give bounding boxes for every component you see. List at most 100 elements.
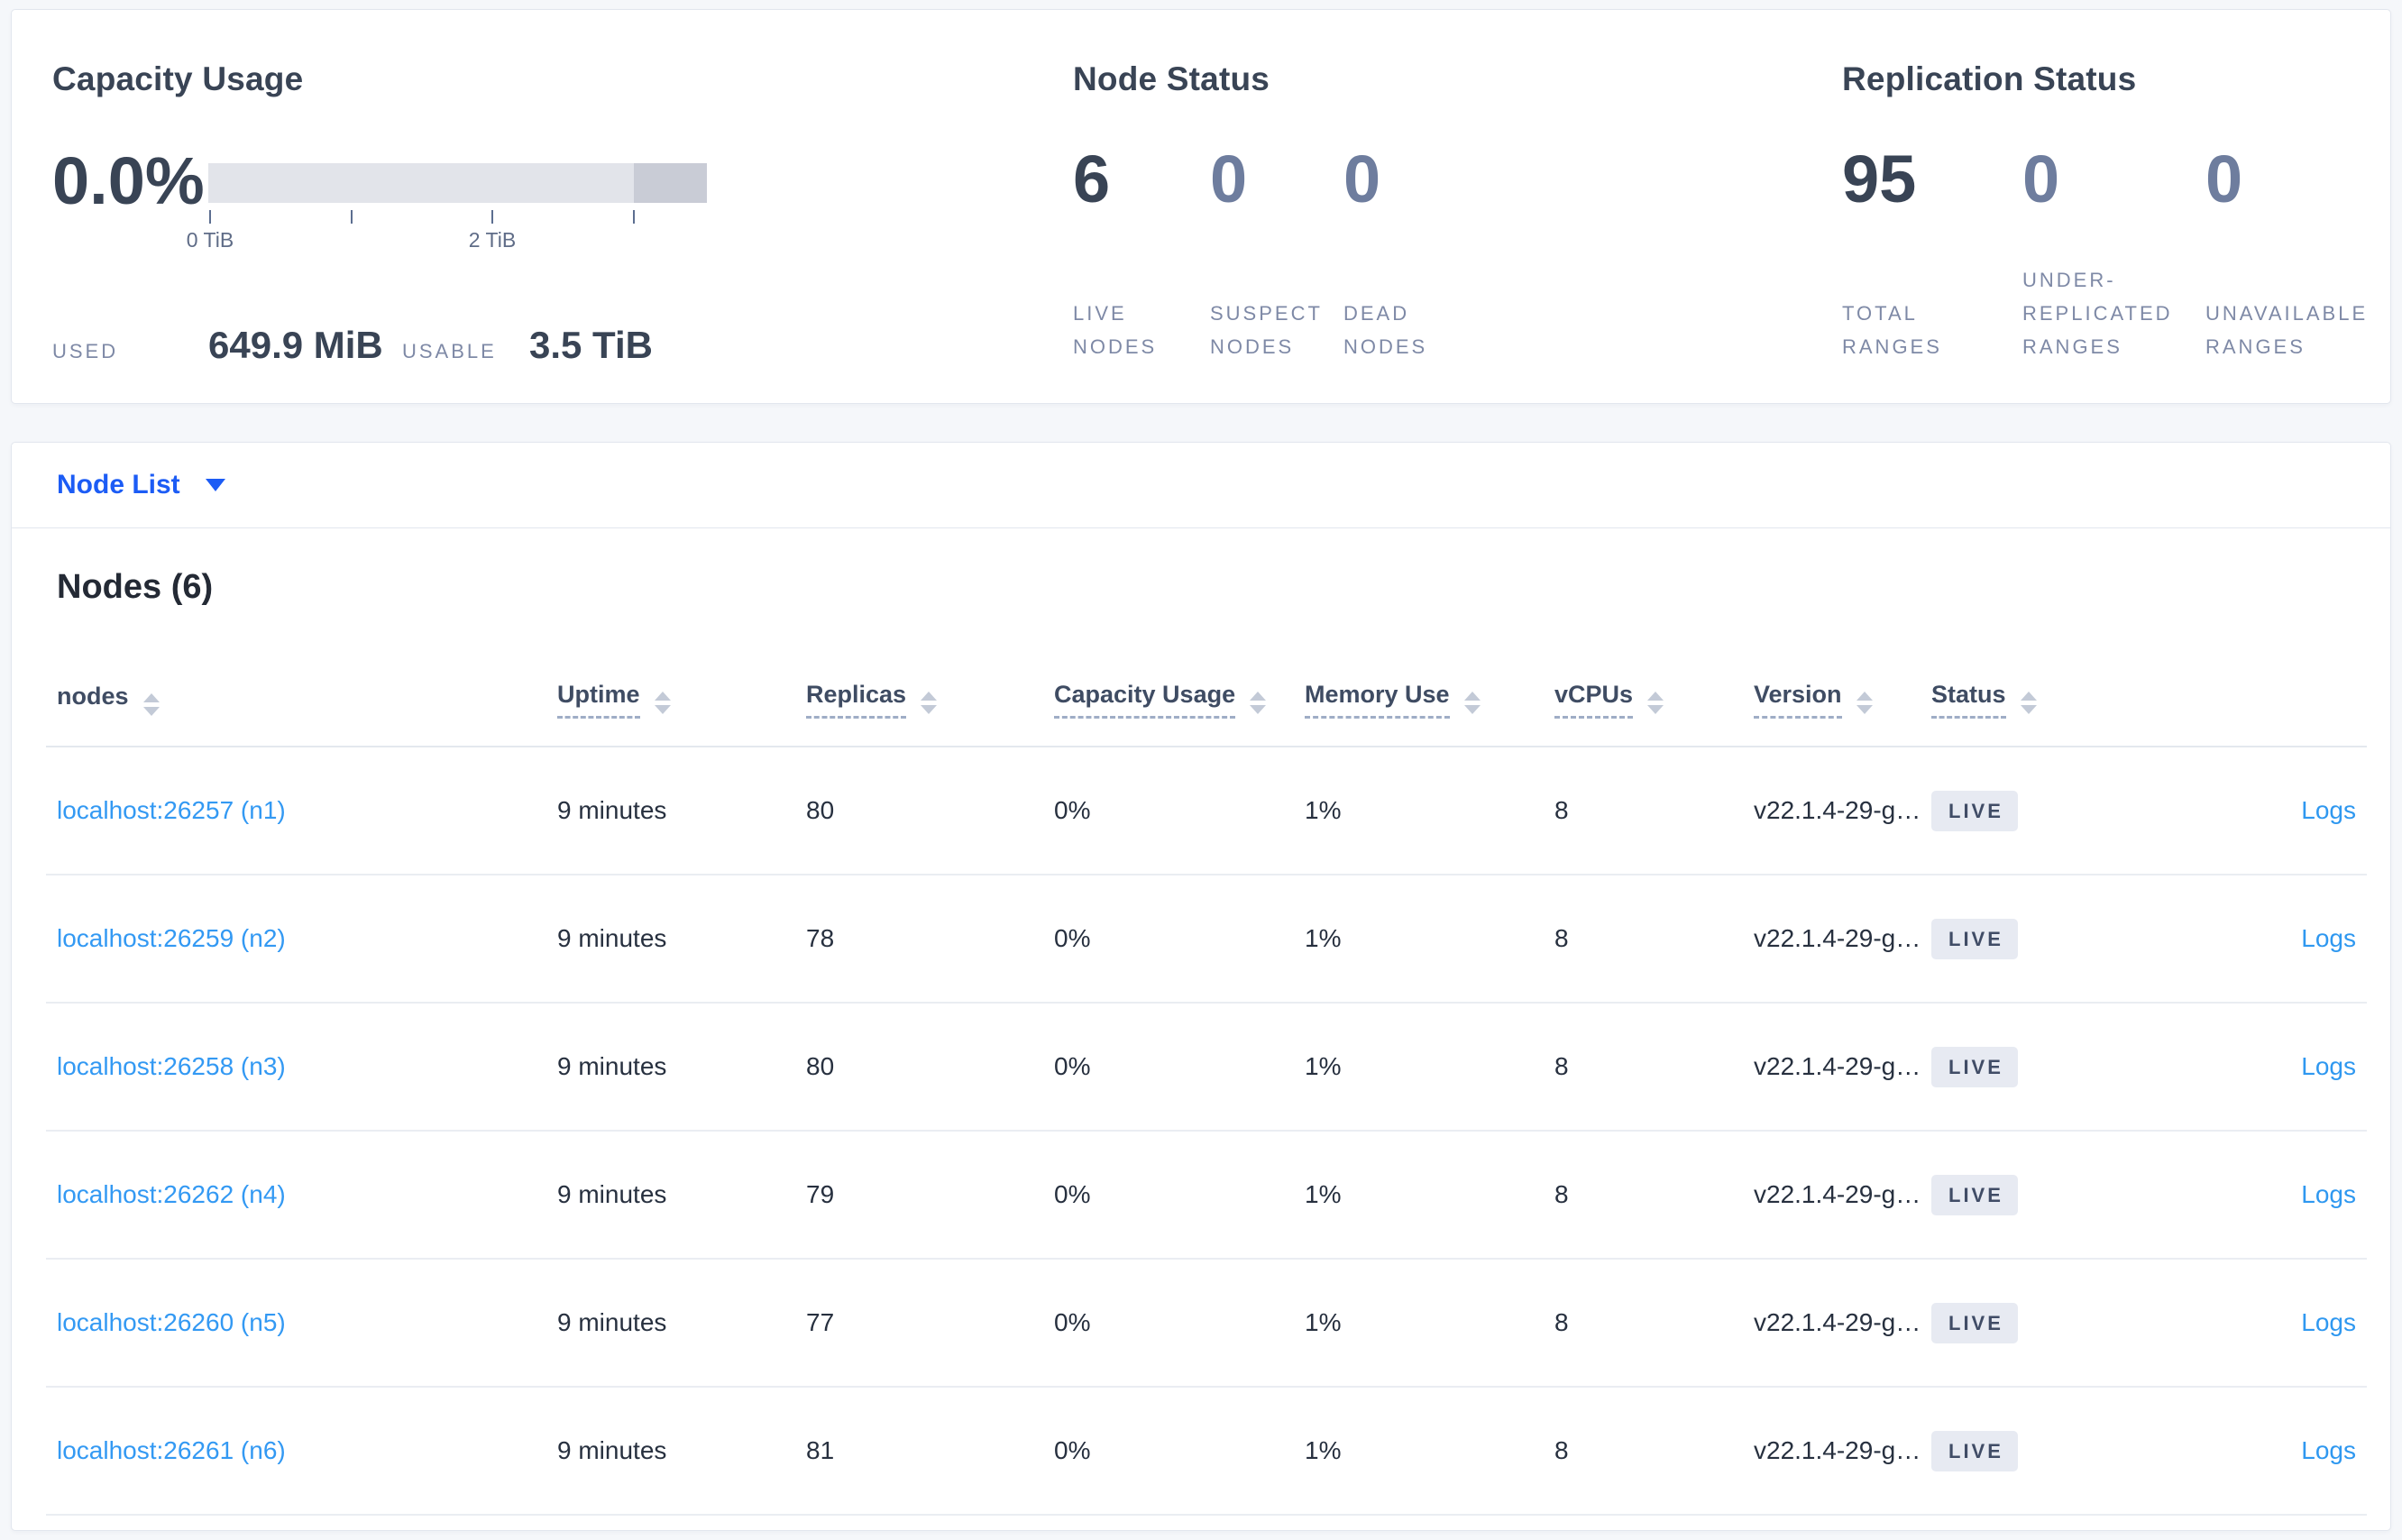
sort-icon (2020, 692, 2037, 714)
unavailable-ranges-count: 0 (2205, 142, 2243, 216)
sort-icon (142, 692, 160, 716)
table-row: localhost:26258 (n3) 9 minutes 80 0% 1% … (46, 1004, 2367, 1132)
vcpus-cell: 8 (1554, 924, 1569, 952)
sort-icon (1856, 692, 1873, 714)
nodes-table-title: Nodes (6) (57, 568, 214, 606)
vcpus-cell: 8 (1554, 1052, 1569, 1080)
status-badge: LIVE (1931, 1174, 2018, 1215)
column-header-status[interactable]: Status (1931, 681, 2129, 719)
replicas-cell: 80 (806, 1052, 835, 1080)
node-link[interactable]: localhost:26262 (n4) (57, 1180, 286, 1208)
status-badge: LIVE (1931, 1302, 2018, 1343)
column-header-vcpus[interactable]: vCPUs (1554, 681, 1754, 719)
replicas-cell: 78 (806, 924, 835, 952)
total-ranges-label: TOTAL RANGES (1842, 302, 1942, 358)
nodes-table-header-row: nodes Uptime Replicas Capacity Usage Mem… (46, 654, 2367, 747)
capacity-usage-title: Capacity Usage (52, 60, 304, 97)
table-row: localhost:26261 (n6) 9 minutes 81 0% 1% … (46, 1388, 2367, 1516)
vcpus-cell: 8 (1554, 796, 1569, 824)
caret-down-icon (205, 479, 225, 491)
column-header-replicas[interactable]: Replicas (806, 681, 1054, 719)
vcpus-cell: 8 (1554, 1308, 1569, 1336)
logs-link[interactable]: Logs (2301, 1436, 2356, 1464)
node-list-card: Node List Nodes (6) nodes Uptime Replica… (11, 442, 2391, 1531)
uptime-cell: 9 minutes (557, 1052, 667, 1080)
replicas-cell: 80 (806, 796, 835, 824)
node-link[interactable]: localhost:26259 (n2) (57, 924, 286, 952)
capacity-used-label: USED (52, 340, 119, 362)
capacity-used-percent: 0.0% (52, 143, 205, 218)
cluster-summary-panel: Capacity Usage 0.0% 0 TiB 2 TiB USED 649… (11, 9, 2391, 404)
capacity-cell: 0% (1054, 1436, 1091, 1464)
node-list-view-selector[interactable]: Node List (57, 470, 225, 500)
capacity-tick-0 (209, 210, 211, 224)
logs-link[interactable]: Logs (2301, 1052, 2356, 1080)
status-badge: LIVE (1931, 790, 2018, 831)
uptime-cell: 9 minutes (557, 1308, 667, 1336)
capacity-tick-3 (633, 210, 635, 224)
capacity-tick-2 (491, 210, 493, 224)
logs-link[interactable]: Logs (2301, 796, 2356, 824)
under-replicated-ranges-count: 0 (2022, 142, 2060, 216)
uptime-cell: 9 minutes (557, 796, 667, 824)
capacity-cell: 0% (1054, 1308, 1091, 1336)
memory-cell: 1% (1305, 1052, 1342, 1080)
view-selector-bar: Node List (12, 443, 2390, 528)
dead-nodes-label: DEAD NODES (1343, 302, 1428, 358)
version-cell: v22.1.4-29-g… (1754, 1436, 1921, 1464)
table-row: localhost:26259 (n2) 9 minutes 78 0% 1% … (46, 875, 2367, 1004)
capacity-cell: 0% (1054, 1180, 1091, 1208)
column-header-capacity-usage[interactable]: Capacity Usage (1054, 681, 1305, 719)
logs-link[interactable]: Logs (2301, 924, 2356, 952)
suspect-nodes-count: 0 (1210, 142, 1248, 216)
logs-link[interactable]: Logs (2301, 1180, 2356, 1208)
replication-status-title: Replication Status (1842, 60, 2137, 97)
memory-cell: 1% (1305, 1308, 1342, 1336)
version-cell: v22.1.4-29-g… (1754, 1180, 1921, 1208)
capacity-cell: 0% (1054, 924, 1091, 952)
column-header-version[interactable]: Version (1754, 681, 1931, 719)
column-header-uptime[interactable]: Uptime (557, 681, 806, 719)
capacity-used-value: 649.9 MiB (208, 324, 383, 366)
column-header-nodes[interactable]: nodes (57, 683, 557, 718)
memory-cell: 1% (1305, 1436, 1342, 1464)
capacity-tick-label-2: 2 TiB (468, 228, 517, 252)
capacity-tick-1 (351, 210, 353, 224)
capacity-usage-bar (208, 163, 707, 203)
version-cell: v22.1.4-29-g… (1754, 1052, 1921, 1080)
sort-icon (654, 692, 671, 714)
under-replicated-ranges-label: UNDER-REPLICATED RANGES (2022, 269, 2173, 358)
vcpus-cell: 8 (1554, 1436, 1569, 1464)
node-link[interactable]: localhost:26258 (n3) (57, 1052, 286, 1080)
capacity-usable-label: USABLE (402, 340, 497, 362)
table-row: localhost:26260 (n5) 9 minutes 77 0% 1% … (46, 1260, 2367, 1388)
node-link[interactable]: localhost:26261 (n6) (57, 1436, 286, 1464)
memory-cell: 1% (1305, 796, 1342, 824)
suspect-nodes-label: SUSPECT NODES (1210, 302, 1323, 358)
dead-nodes-count: 0 (1343, 142, 1381, 216)
node-link[interactable]: localhost:26257 (n1) (57, 796, 286, 824)
uptime-cell: 9 minutes (557, 1436, 667, 1464)
version-cell: v22.1.4-29-g… (1754, 924, 1921, 952)
total-ranges-count: 95 (1842, 142, 1917, 216)
capacity-bar-reserved-segment (634, 163, 707, 203)
sort-icon (1250, 692, 1267, 714)
capacity-cell: 0% (1054, 796, 1091, 824)
version-cell: v22.1.4-29-g… (1754, 796, 1921, 824)
capacity-cell: 0% (1054, 1052, 1091, 1080)
logs-link[interactable]: Logs (2301, 1308, 2356, 1336)
sort-icon (1463, 692, 1481, 714)
live-nodes-count: 6 (1073, 142, 1111, 216)
nodes-table-section: Nodes (6) nodes Uptime Replicas Capacity… (12, 528, 2390, 1516)
table-row: localhost:26257 (n1) 9 minutes 80 0% 1% … (46, 747, 2367, 875)
uptime-cell: 9 minutes (557, 1180, 667, 1208)
status-badge: LIVE (1931, 918, 2018, 959)
capacity-usable-value: 3.5 TiB (529, 324, 653, 366)
sort-icon (1647, 692, 1664, 714)
table-row: localhost:26262 (n4) 9 minutes 79 0% 1% … (46, 1132, 2367, 1260)
column-header-memory-use[interactable]: Memory Use (1305, 681, 1554, 719)
node-link[interactable]: localhost:26260 (n5) (57, 1308, 286, 1336)
replicas-cell: 79 (806, 1180, 835, 1208)
replicas-cell: 81 (806, 1436, 835, 1464)
